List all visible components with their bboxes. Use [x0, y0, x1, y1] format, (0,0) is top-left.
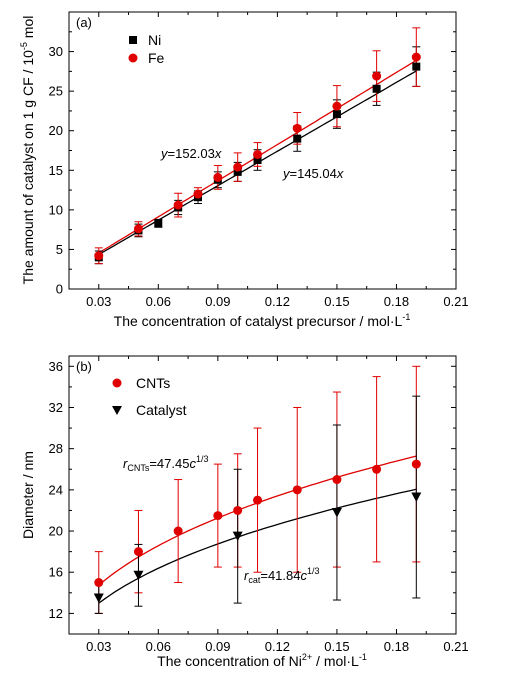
data-point-cnts	[173, 526, 183, 536]
y-tick-label: 36	[49, 359, 63, 374]
panel-b-legend: CNTs Catalyst	[112, 375, 187, 418]
ni-fit-equation: y=145.04x	[282, 166, 344, 181]
y-tick-label: 16	[49, 565, 63, 580]
data-point-fe	[292, 123, 302, 133]
data-point-cnts	[292, 485, 302, 495]
x-tick-label: 0.21	[443, 639, 468, 654]
data-point-ni	[412, 62, 421, 71]
y-tick-label: 32	[49, 400, 63, 415]
y-tick-label: 0	[56, 282, 63, 297]
data-point-cnts	[411, 459, 421, 469]
legend-catalyst-label: Catalyst	[136, 402, 187, 418]
x-tick-label: 0.18	[384, 294, 409, 309]
data-point-cnts	[253, 495, 263, 505]
panel-a-x-axis-label: The concentration of catalyst precursor …	[114, 312, 411, 329]
panel-b-markers	[93, 459, 422, 603]
panel-a-y-ticks: 0 5 10 15 20 25 30	[49, 31, 456, 297]
data-point-fe	[253, 149, 263, 159]
panel-a: (a) 0.03 0.06 0.09 0.12 0.15 0.18 0.21 0 5 10 15 2…	[19, 11, 469, 329]
data-point-fe	[173, 200, 183, 210]
legend-ni-marker	[129, 36, 137, 44]
x-tick-label: 0.09	[205, 294, 230, 309]
x-tick-label: 0.21	[443, 294, 468, 309]
x-tick-label: 0.18	[384, 639, 409, 654]
data-point-fe	[332, 101, 342, 111]
legend-fe-label: Fe	[148, 50, 165, 66]
x-tick-label: 0.03	[86, 294, 111, 309]
y-tick-label: 24	[49, 482, 63, 497]
y-tick-label: 20	[49, 123, 63, 138]
data-point-cnts	[233, 505, 243, 515]
data-point-catalyst	[133, 570, 144, 581]
cnt-fit-equation: rCNTs=47.45c1/3	[123, 454, 208, 473]
data-point-catalyst	[232, 531, 243, 542]
data-point-fe	[133, 224, 143, 234]
y-tick-label: 10	[49, 202, 63, 217]
y-tick-label: 28	[49, 441, 63, 456]
panel-a-legend: Ni Fe	[128, 32, 165, 66]
data-point-ni	[332, 110, 341, 119]
data-point-fe	[233, 162, 243, 172]
data-point-catalyst	[331, 508, 342, 518]
data-point-fe	[411, 52, 421, 62]
legend-cnts-marker	[112, 378, 122, 388]
panel-a-label: (a)	[76, 15, 92, 30]
cat-fit-equation: rcat=41.84c1/3	[244, 566, 320, 585]
panel-b-x-ticks: 0.03 0.06 0.09 0.12 0.15 0.18 0.21	[68, 356, 469, 654]
panel-b-y-ticks: 12 16 20 24 28 32 36	[49, 359, 456, 621]
x-tick-label: 0.15	[324, 294, 349, 309]
x-tick-label: 0.03	[86, 639, 111, 654]
panel-b-x-axis-label: The concentration of Ni2+ / mol·L-1	[157, 652, 367, 669]
data-point-fe	[94, 251, 104, 261]
panel-b-label: (b)	[76, 359, 92, 374]
x-tick-label: 0.12	[265, 294, 290, 309]
y-tick-label: 20	[49, 524, 63, 539]
panel-a-x-ticks: 0.03 0.06 0.09 0.12 0.15 0.18 0.21	[68, 12, 469, 309]
data-point-fe	[372, 71, 382, 81]
panel-b-y-axis-label: Diameter / nm	[20, 451, 36, 539]
panel-a-markers	[94, 52, 421, 262]
x-tick-label: 0.12	[265, 639, 290, 654]
x-tick-label: 0.15	[324, 639, 349, 654]
panel-b: (b) 0.03 0.06 0.09 0.12 0.15 0.18 0.21 12 16 20 2…	[20, 355, 469, 669]
data-point-cnts	[332, 475, 342, 485]
data-point-cnts	[372, 464, 382, 474]
panel-a-y-axis-label: The amount of catalyst on 1 g CF / 10-5 …	[19, 16, 36, 285]
data-point-fe	[213, 172, 223, 182]
legend-ni-label: Ni	[148, 32, 161, 48]
data-point-ni	[154, 219, 163, 228]
x-tick-label: 0.09	[205, 639, 230, 654]
data-point-catalyst	[93, 593, 104, 603]
panel-a-plot-frame	[68, 11, 457, 290]
data-point-cnts	[94, 578, 104, 588]
y-tick-label: 12	[49, 606, 63, 621]
y-tick-label: 30	[49, 44, 63, 59]
data-point-cnts	[213, 511, 223, 521]
y-tick-label: 25	[49, 84, 63, 99]
data-point-ni	[253, 155, 262, 164]
legend-cnts-label: CNTs	[136, 375, 170, 391]
y-tick-label: 5	[56, 242, 63, 257]
panel-b-plot-frame	[68, 355, 457, 635]
data-point-cnts	[133, 547, 143, 557]
y-tick-label: 15	[49, 163, 63, 178]
x-tick-label: 0.06	[146, 639, 171, 654]
data-point-catalyst	[411, 492, 422, 503]
data-point-ni	[372, 84, 381, 93]
fe-fit-equation: y=152.03x	[160, 146, 222, 161]
data-point-fe	[193, 189, 203, 199]
x-tick-label: 0.06	[146, 294, 171, 309]
legend-fe-marker	[128, 53, 138, 63]
data-point-ni	[293, 134, 302, 143]
data-point-ni	[233, 167, 242, 176]
legend-catalyst-marker	[112, 406, 122, 415]
